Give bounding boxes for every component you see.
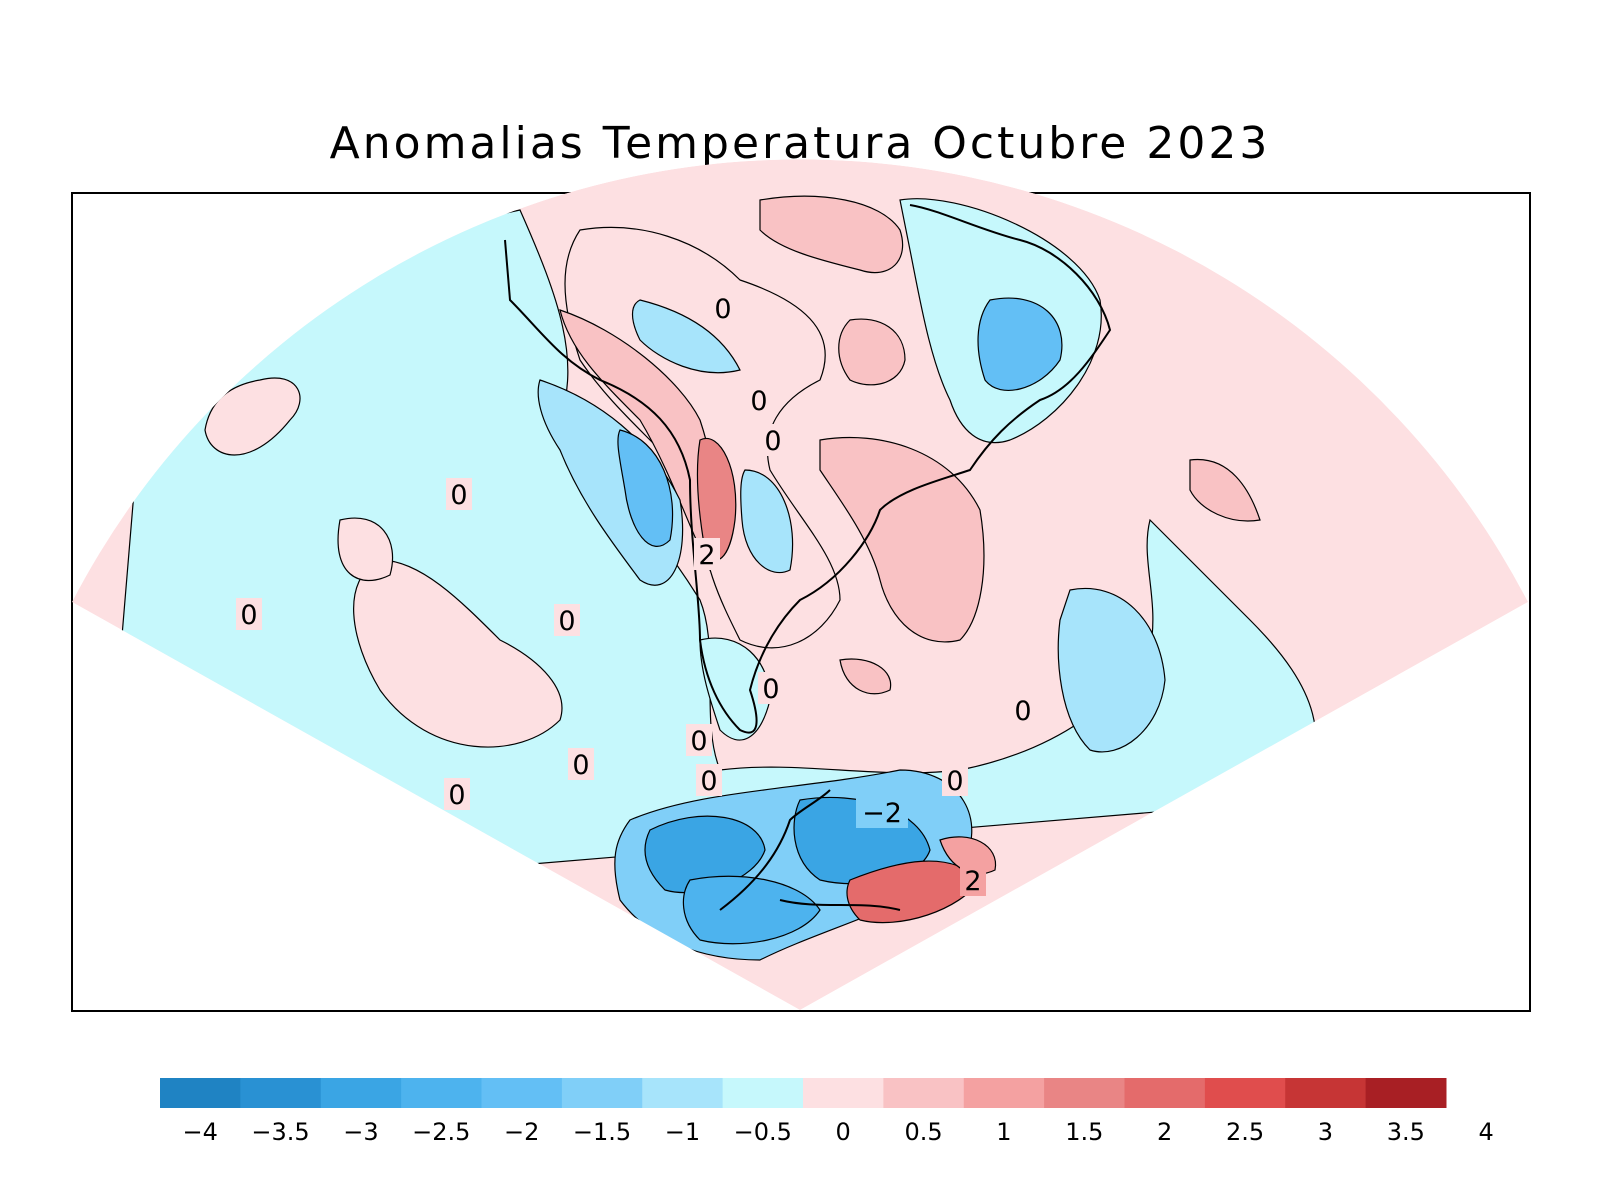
contour-label: 0 (448, 780, 465, 811)
positive-core-atlantic (1189, 458, 1261, 522)
south-america-coast (504, 204, 1112, 734)
negative-core-chile (617, 429, 674, 547)
negative-core-antarctic-south (682, 875, 821, 945)
contour-label: 0 (714, 294, 731, 325)
contour-label: 0 (946, 766, 963, 797)
colorbar-tick-label: −0.5 (734, 1118, 792, 1146)
negative-core-brazil (977, 297, 1063, 391)
colorbar-swatch (883, 1078, 965, 1108)
contour-label: 0 (572, 750, 589, 781)
colorbar-tick-label: −4 (182, 1118, 217, 1146)
colorbar-tick-label: −1 (665, 1118, 700, 1146)
contour-label: 0 (1014, 696, 1031, 727)
colorbar-tick-label: 3.5 (1387, 1118, 1425, 1146)
coastline (504, 204, 1112, 911)
negative-band-argentina (740, 469, 794, 574)
colorbar-tick-label: −3.5 (251, 1118, 309, 1146)
negative-region-patagonia (699, 637, 771, 741)
colorbar (160, 1078, 1447, 1108)
positive-core-andes (696, 437, 737, 561)
colorbar-swatch (1204, 1078, 1286, 1108)
colorbar-swatch (722, 1078, 804, 1108)
positive-core-small-atlantic (839, 658, 892, 695)
colorbar-swatch (1124, 1078, 1206, 1108)
colorbar-swatch (401, 1078, 482, 1108)
negative-core-antarctic-west (644, 815, 766, 894)
antarctic-peninsula-coast (719, 789, 831, 911)
contour-label: −2 (862, 798, 902, 829)
colorbar-swatch (240, 1078, 322, 1108)
contour-label: 0 (764, 426, 781, 457)
contour-label: 0 (558, 606, 575, 637)
colorbar-tick-label: 2.5 (1226, 1118, 1264, 1146)
colorbar-swatch (561, 1078, 643, 1108)
colorbar-tick-label: 1.5 (1065, 1118, 1103, 1146)
colorbar-swatch (481, 1078, 563, 1108)
colorbar-tick-label: −1.5 (573, 1118, 631, 1146)
negative-core-andes-north (631, 299, 741, 374)
colorbar-tick-label: 0 (836, 1118, 851, 1146)
contour-label: 0 (750, 386, 767, 417)
contour-label: 2 (964, 866, 981, 897)
colorbar-tick-label: 4 (1479, 1118, 1494, 1146)
colorbar-tick-label: −2.5 (412, 1118, 470, 1146)
colorbar-swatch (160, 1078, 241, 1108)
contour-label: 0 (240, 600, 257, 631)
negative-core-atlantic (1057, 587, 1166, 753)
colorbar-tick-label: −2 (504, 1118, 539, 1146)
colorbar-tick-label: 1 (996, 1118, 1011, 1146)
contour-label: 2 (698, 540, 715, 571)
contour-label: 0 (700, 766, 717, 797)
colorbar-tick-label: 2 (1157, 1118, 1172, 1146)
colorbar-swatch (803, 1078, 884, 1108)
colorbar-swatch (320, 1078, 402, 1108)
positive-patch-small-1 (337, 517, 394, 582)
antarctic-shelf-coast (779, 899, 901, 911)
positive-core-amazon (759, 195, 904, 274)
colorbar-tick-label: 0.5 (904, 1118, 942, 1146)
positive-patch-pacific (353, 559, 563, 748)
colorbar-swatch (1044, 1078, 1125, 1108)
colorbar-swatch (642, 1078, 724, 1108)
colorbar-tick-label: 3 (1318, 1118, 1333, 1146)
anomaly-field (72, 159, 1528, 1010)
contour-label: 0 (690, 726, 707, 757)
colorbar-swatch (963, 1078, 1045, 1108)
colorbar-swatch (1365, 1078, 1447, 1108)
colorbar-swatch (1285, 1078, 1367, 1108)
positive-core-brazil-west (838, 318, 906, 386)
colorbar-ticks: −4 −3.5 −3 −2.5 −2 −1.5 −1 −0.5 0 0.5 1 1.5 2 2.5 3 3.5… (182, 1118, 1493, 1146)
contour-label: 0 (450, 480, 467, 511)
colorbar-tick-label: −3 (343, 1118, 378, 1146)
contour-labels: 0 0 0 2 0 0 0 0 0 0 0 0 0 0 −2 2 (236, 292, 1036, 897)
contour-label: 0 (762, 674, 779, 705)
